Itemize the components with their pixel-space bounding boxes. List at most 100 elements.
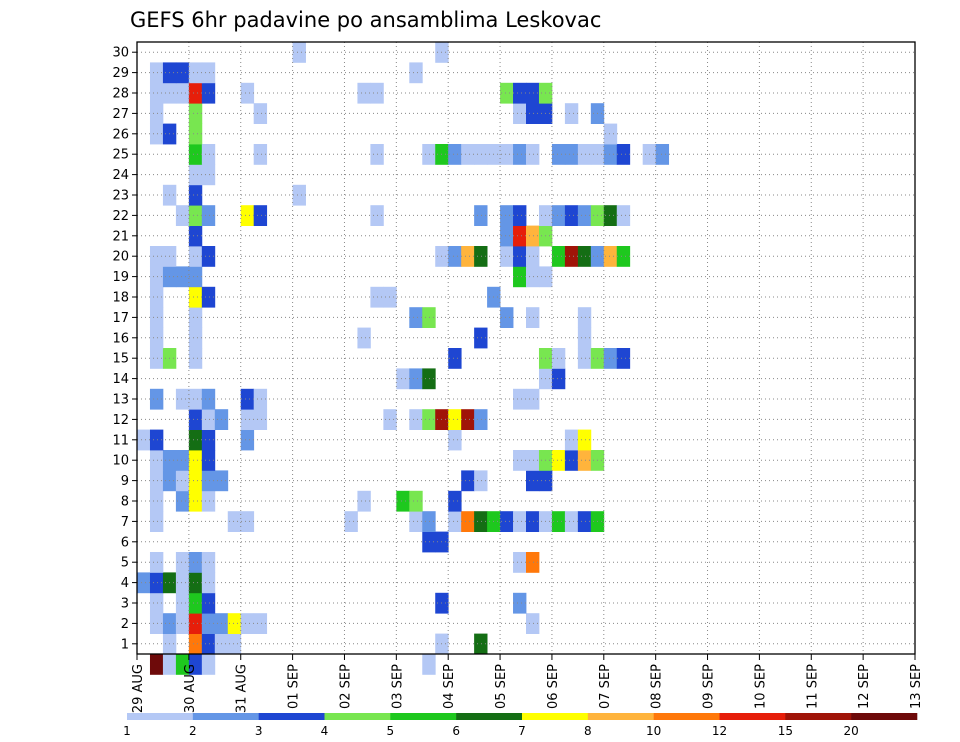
heatmap-cell: [448, 246, 462, 267]
heatmap-cell: [188, 62, 203, 84]
heatmap-cell: [188, 205, 203, 226]
heatmap-cell: [461, 470, 475, 492]
heatmap-cell: [253, 103, 268, 124]
heatmap-cell: [577, 450, 592, 471]
heatmap-cell: [409, 409, 423, 430]
heatmap-cell: [603, 144, 618, 165]
heatmap-cell: [474, 470, 488, 492]
colorbar-swatch: [785, 713, 852, 720]
heatmap-cell: [603, 123, 618, 145]
heatmap-cell: [616, 348, 631, 369]
heatmap-cell: [149, 511, 164, 532]
heatmap-cell: [201, 144, 216, 165]
heatmap-cell: [422, 511, 436, 532]
colorbar-label: 5: [387, 724, 395, 738]
heatmap-cell: [227, 633, 242, 655]
y-tick-label: 30: [112, 46, 129, 61]
heatmap-cell: [175, 490, 190, 512]
heatmap-cell: [603, 348, 618, 369]
heatmap-cell: [500, 205, 514, 226]
colorbar-label: 7: [518, 724, 526, 738]
colorbar-swatch: [192, 713, 259, 720]
y-tick-label: 2: [121, 617, 129, 632]
colorbar-swatch: [851, 713, 918, 720]
heatmap-cell: [616, 205, 631, 226]
heatmap-cell: [188, 450, 203, 471]
x-tick-label: 04 SEP: [442, 664, 457, 709]
heatmap-cell: [149, 592, 164, 614]
heatmap-cell: [461, 409, 475, 430]
heatmap-cell: [175, 388, 190, 410]
y-tick-label: 5: [121, 556, 129, 571]
heatmap-cell: [201, 205, 216, 226]
heatmap-cell: [149, 123, 164, 145]
heatmap-cell: [188, 409, 203, 430]
heatmap-cell: [474, 511, 488, 532]
heatmap-cell: [149, 470, 164, 492]
heatmap-cell: [448, 511, 462, 532]
y-tick-label: 15: [112, 352, 129, 367]
heatmap-cell: [188, 572, 203, 594]
heatmap-cell: [227, 511, 242, 532]
heatmap-cell: [201, 613, 216, 634]
heatmap-cell: [149, 307, 164, 328]
x-tick-label: 08 SEP: [650, 664, 665, 709]
x-tick-label: 01 SEP: [287, 664, 302, 709]
heatmap-cell: [344, 511, 358, 532]
heatmap-cell: [526, 470, 540, 492]
x-tick-label: 13 SEP: [909, 664, 924, 709]
colorbar-swatch: [390, 713, 457, 720]
colorbar-label: 3: [255, 724, 263, 738]
heatmap-cell: [175, 82, 190, 104]
heatmap-cell: [240, 429, 255, 451]
y-tick-label: 10: [112, 454, 129, 469]
grid-lines: [137, 42, 915, 654]
heatmap-cell: [175, 205, 190, 226]
heatmap-cell: [253, 388, 268, 410]
heatmap-cell: [500, 82, 514, 104]
heatmap-cell: [357, 327, 371, 349]
heatmap-cell: [137, 572, 151, 594]
y-tick-label: 4: [121, 576, 129, 591]
heatmap-cell: [240, 613, 255, 634]
x-tick-label: 05 SEP: [494, 664, 509, 709]
heatmap-cell: [175, 62, 190, 84]
y-axis: 1234567891011121314151617181920212223242…: [112, 46, 137, 652]
heatmap-cell: [188, 327, 203, 349]
heatmap-cell: [188, 82, 203, 104]
heatmap-cell: [513, 144, 527, 165]
heatmap-cell: [396, 368, 410, 390]
heatmap-cell: [513, 246, 527, 267]
heatmap-cell: [526, 266, 540, 288]
y-tick-label: 16: [112, 331, 129, 346]
colorbar-label: 20: [844, 724, 859, 738]
heatmap-cell: [149, 552, 164, 573]
heatmap-cell: [513, 552, 527, 573]
y-tick-label: 25: [112, 148, 129, 163]
heatmap-cell: [240, 388, 255, 410]
heatmap-cell: [188, 613, 203, 634]
heatmap-cell: [603, 205, 618, 226]
heatmap-cell: [201, 409, 216, 430]
heatmap-cell: [422, 654, 436, 675]
y-tick-label: 28: [112, 87, 129, 102]
chart-title: GEFS 6hr padavine po ansamblima Leskovac: [130, 8, 601, 32]
heatmap-cell: [201, 572, 216, 594]
x-tick-label: 12 SEP: [857, 664, 872, 709]
heatmap-cell: [513, 450, 527, 471]
y-tick-label: 20: [112, 250, 129, 265]
heatmap-cell: [396, 490, 410, 512]
heatmap-cell: [422, 307, 436, 328]
y-tick-label: 11: [112, 433, 129, 448]
x-axis: 29 AUG 30 AUG 31 AUG 01 SEP 02 SEP 03 SEP 04 S…: [131, 654, 924, 713]
heatmap-cell: [513, 82, 527, 104]
heatmap-cell: [188, 164, 203, 186]
y-tick-label: 21: [112, 229, 129, 244]
heatmap-cell: [474, 205, 488, 226]
y-tick-label: 29: [112, 66, 129, 81]
heatmap-cell: [149, 572, 164, 594]
heatmap-cell: [564, 429, 579, 451]
heatmap-cell: [188, 286, 203, 308]
x-tick-label: 29 AUG: [131, 664, 146, 713]
heatmap-cell: [500, 144, 514, 165]
